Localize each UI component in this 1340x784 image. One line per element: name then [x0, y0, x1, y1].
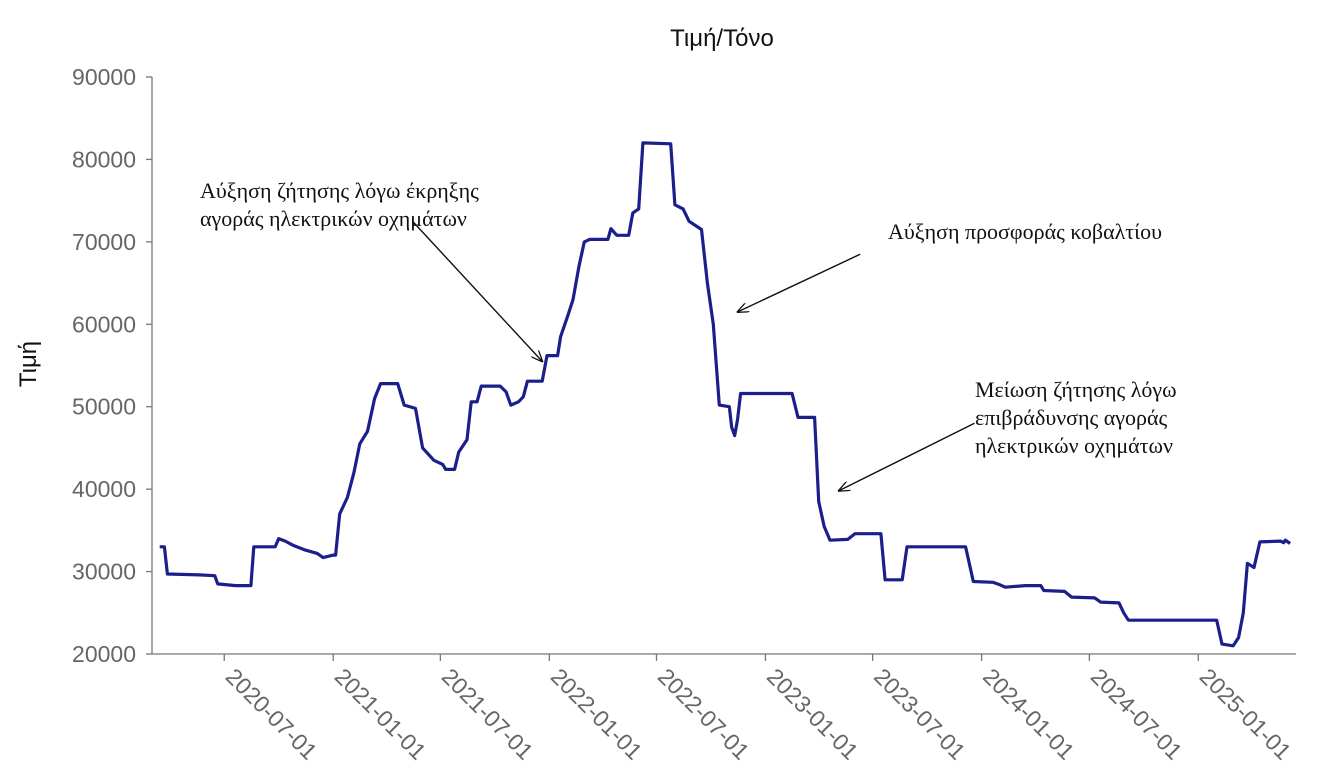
chart-title: Τιμή/Τόνο	[670, 25, 774, 52]
x-tick-label: 2023-01-01	[762, 663, 864, 765]
x-tick-label: 2021-07-01	[437, 663, 539, 765]
annotation-ev-slowdown: Μείωση ζήτησης λόγω επιβράδυνσης αγοράς …	[839, 377, 1182, 491]
x-tick-label: 2023-07-01	[869, 663, 971, 765]
annotation-cobalt-supply-text: Αύξηση προσφοράς κοβαλτίου	[888, 219, 1162, 244]
annotation-ev-boom-arrow	[412, 220, 543, 361]
x-tick-label: 2020-07-01	[221, 663, 323, 765]
x-ticks: 2020-07-01 2021-01-01 2021-07-01 2022-01-01…	[221, 654, 1297, 765]
y-tick-label: 80000	[72, 146, 136, 172]
y-ticks: 20000 30000 40000 50000 60000 70000 80000 90000	[72, 64, 152, 667]
y-tick-label: 20000	[72, 641, 136, 667]
annotation-ev-slowdown-arrow	[839, 422, 975, 491]
x-tick-label: 2024-07-01	[1086, 663, 1188, 765]
x-tick-label: 2022-07-01	[653, 663, 755, 765]
annotation-cobalt-supply: Αύξηση προσφοράς κοβαλτίου	[738, 219, 1162, 312]
y-tick-label: 40000	[72, 476, 136, 502]
annotation-ev-boom-line-1: Αύξηση ζήτησης λόγω έκρηξης	[200, 178, 479, 203]
annotation-ev-slowdown-text: Μείωση ζήτησης λόγω επιβράδυνσης αγοράς …	[975, 377, 1182, 458]
y-tick-label: 70000	[72, 229, 136, 255]
x-tick-label: 2025-01-01	[1195, 663, 1297, 765]
y-axis: 20000 30000 40000 50000 60000 70000 80000 90000	[72, 64, 153, 667]
annotation-ev-boom-text: Αύξηση ζήτησης λόγω έκρηξης αγοράς ηλεκτ…	[200, 178, 484, 231]
y-tick-label: 60000	[72, 311, 136, 337]
y-axis-label: Τιμή	[15, 341, 42, 387]
annotation-cobalt-supply-line-1: Αύξηση προσφοράς κοβαλτίου	[888, 219, 1162, 244]
x-tick-label: 2024-01-01	[978, 663, 1080, 765]
annotation-ev-boom: Αύξηση ζήτησης λόγω έκρηξης αγοράς ηλεκτ…	[200, 178, 542, 361]
x-axis: 2020-07-01 2021-01-01 2021-07-01 2022-01-01…	[152, 653, 1297, 765]
annotation-ev-slowdown-line-2: επιβράδυνσης αγοράς	[975, 405, 1167, 430]
price-series-line	[159, 141, 1292, 648]
y-tick-label: 90000	[72, 64, 136, 90]
x-tick-label: 2022-01-01	[546, 663, 648, 765]
annotation-ev-boom-line-2: αγοράς ηλεκτρικών οχημάτων	[200, 206, 467, 231]
annotation-cobalt-supply-arrow	[738, 253, 861, 312]
y-tick-label: 30000	[72, 559, 136, 585]
y-tick-label: 50000	[72, 394, 136, 420]
x-tick-label: 2021-01-01	[330, 663, 432, 765]
annotation-ev-slowdown-line-1: Μείωση ζήτησης λόγω	[975, 377, 1177, 402]
annotation-ev-slowdown-line-3: ηλεκτρικών οχημάτων	[975, 433, 1173, 458]
